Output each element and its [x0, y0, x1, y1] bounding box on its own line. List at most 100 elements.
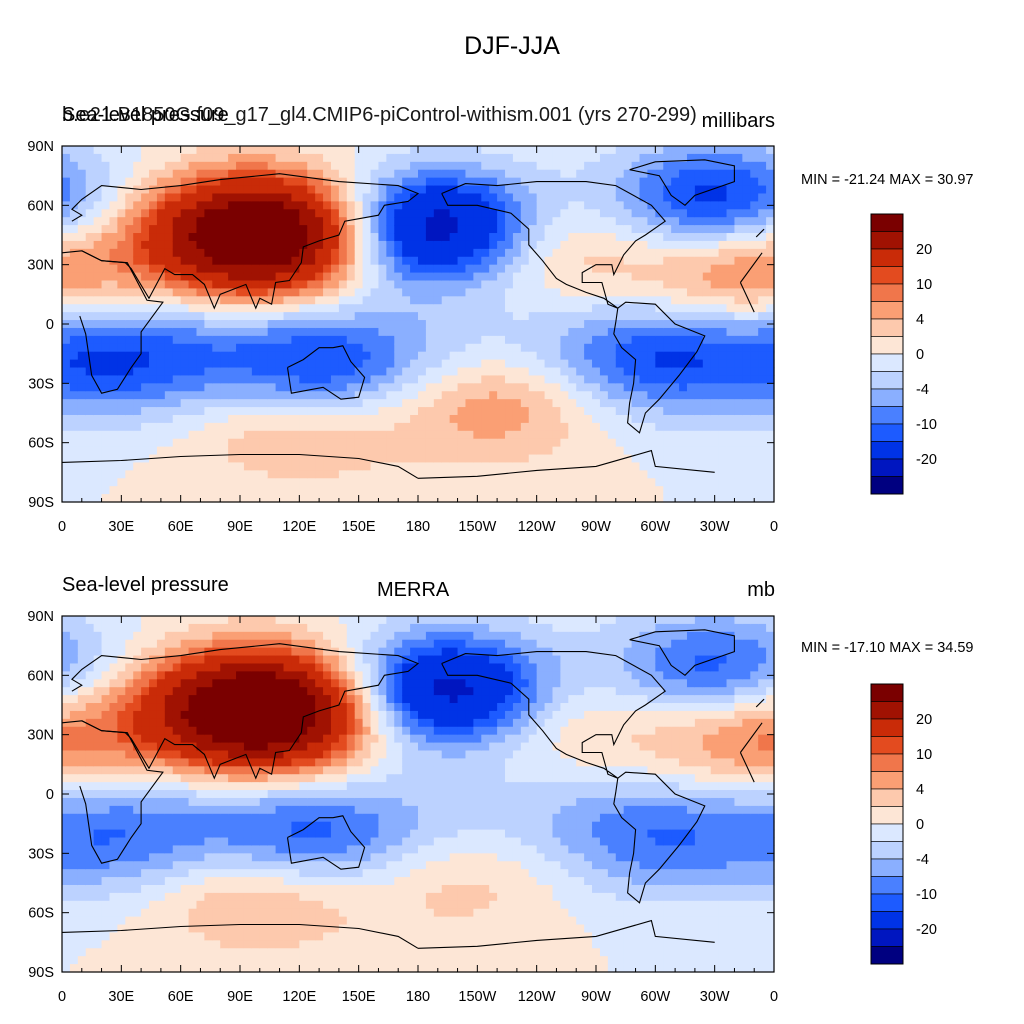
contour-cell: [291, 201, 300, 210]
contour-cell: [386, 272, 395, 282]
contour-cell: [449, 320, 459, 329]
contour-cell: [671, 288, 680, 297]
contour-cell: [655, 209, 664, 218]
contour-cell: [330, 343, 340, 353]
contour-cell: [259, 327, 269, 337]
contour-cell: [615, 225, 625, 234]
contour-cell: [77, 272, 87, 282]
contour-cell: [188, 821, 198, 831]
contour-cell: [694, 430, 704, 440]
contour-cell: [726, 146, 736, 155]
contour-cell: [631, 177, 641, 187]
contour-cell: [402, 470, 411, 479]
contour-cell: [315, 161, 324, 171]
contour-cell: [101, 454, 111, 464]
contour-cell: [718, 486, 728, 495]
contour-cell: [544, 209, 554, 218]
contour-cell: [599, 320, 609, 329]
contour-cell: [220, 430, 229, 440]
contour-cell: [220, 383, 229, 392]
contour-cell: [370, 304, 380, 313]
contour-cell: [133, 695, 142, 704]
contour-cell: [323, 177, 332, 187]
contour-cell: [599, 422, 609, 432]
contour-cell: [69, 296, 79, 305]
contour-cell: [267, 161, 277, 171]
contour-cell: [505, 161, 514, 171]
contour-cell: [315, 153, 324, 163]
contour-cell: [718, 335, 728, 345]
contour-cell: [544, 296, 554, 305]
contour-cell: [418, 335, 427, 345]
contour-cell: [109, 853, 118, 862]
contour-cell: [283, 438, 293, 448]
contour-cell: [378, 264, 387, 274]
contour-cell: [93, 438, 103, 448]
contour-cell: [402, 494, 411, 503]
contour-cell: [77, 742, 87, 752]
contour-cell: [592, 304, 601, 313]
contour-cell: [251, 407, 261, 416]
contour-cell: [109, 861, 118, 870]
contour-cell: [544, 312, 554, 321]
contour-cell: [726, 335, 736, 345]
contour-cell: [188, 679, 198, 688]
contour-cell: [694, 375, 704, 384]
contour-cell: [243, 217, 253, 226]
contour-cell: [93, 916, 103, 926]
contour-cell: [671, 193, 680, 202]
contour-cell: [568, 153, 577, 163]
contour-cell: [85, 233, 95, 242]
contour-cell: [212, 375, 221, 384]
contour-cell: [536, 153, 546, 163]
contour-cell: [370, 486, 380, 495]
contour-cell: [117, 631, 126, 641]
contour-cell: [441, 407, 451, 416]
contour-cell: [133, 940, 142, 949]
contour-cell: [750, 264, 759, 274]
contour-cell: [631, 161, 641, 171]
contour-cell: [758, 367, 767, 377]
contour-cell: [481, 422, 490, 432]
contour-cell: [69, 829, 79, 839]
contour-cell: [584, 217, 593, 226]
contour-cell: [323, 486, 332, 495]
contour-cell: [85, 327, 95, 337]
contour-cell: [141, 280, 150, 289]
contour-cell: [742, 240, 751, 250]
contour-cell: [418, 359, 427, 369]
contour-cell: [164, 233, 174, 242]
contour-cell: [489, 185, 498, 195]
contour-cell: [85, 201, 95, 210]
contour-cell: [718, 233, 728, 242]
contour-cell: [354, 161, 364, 171]
contour-cell: [188, 383, 198, 392]
contour-cell: [576, 478, 585, 487]
contour-cell: [647, 217, 656, 226]
contour-cell: [552, 296, 561, 305]
contour-cell: [109, 486, 118, 495]
contour-cell: [647, 438, 656, 448]
contour-cell: [172, 185, 182, 195]
contour-cell: [93, 264, 103, 274]
contour-cell: [77, 695, 87, 704]
contour-cell: [117, 256, 126, 266]
contour-cell: [402, 201, 411, 210]
contour-cell: [85, 153, 95, 163]
contour-cell: [599, 399, 609, 408]
contour-cell: [410, 312, 419, 321]
contour-cell: [125, 829, 134, 839]
contour-cell: [394, 359, 403, 369]
contour-cell: [141, 679, 150, 688]
y-tick-label: 30N: [27, 258, 54, 274]
contour-cell: [204, 663, 213, 672]
contour-cell: [133, 884, 142, 894]
contour-cell: [742, 312, 751, 321]
contour-cell: [758, 312, 767, 321]
contour-cell: [457, 169, 467, 179]
contour-cell: [742, 430, 751, 440]
contour-cell: [655, 486, 664, 495]
contour-cell: [117, 687, 126, 696]
contour-cell: [750, 470, 759, 479]
contour-cell: [568, 359, 577, 369]
